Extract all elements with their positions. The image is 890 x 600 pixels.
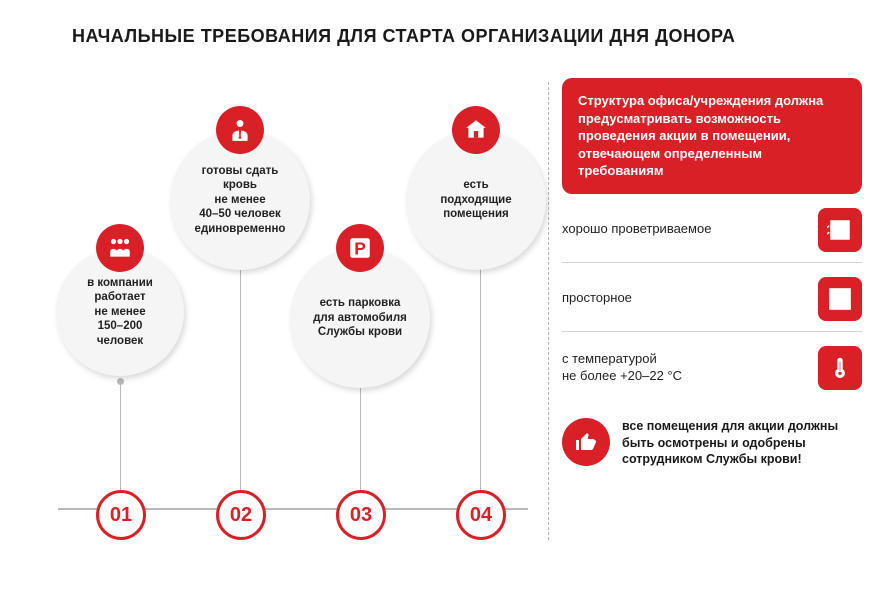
final-note-text: все помещения для акции должны быть осмо… — [622, 418, 862, 469]
svg-text:P: P — [354, 239, 366, 259]
person-tie-icon — [216, 106, 264, 154]
timeline-bubble: готовы сдать кровь не менее 40–50 челове… — [170, 130, 310, 270]
timeline-bubble-text: есть подходящие помещения — [440, 178, 511, 221]
spacious-icon — [818, 277, 862, 321]
timeline-step-number: 04 — [456, 490, 506, 540]
house-icon — [452, 106, 500, 154]
headline-box: Структура офиса/учреждения должна предус… — [562, 78, 862, 194]
vertical-divider — [548, 82, 549, 540]
timeline-bubble-text: готовы сдать кровь не менее 40–50 челове… — [184, 164, 296, 236]
people-group-icon — [96, 224, 144, 272]
requirement-text: с температурой не более +20–22 °C — [562, 351, 808, 385]
page-title: НАЧАЛЬНЫЕ ТРЕБОВАНИЯ ДЛЯ СТАРТА ОРГАНИЗА… — [72, 26, 735, 47]
timeline-step-number: 01 — [96, 490, 146, 540]
timeline-bubble-text: есть парковка для автомобиля Службы кров… — [313, 296, 407, 339]
final-note: все помещения для акции должны быть осмо… — [562, 418, 862, 469]
right-panel: Структура офиса/учреждения должна предус… — [562, 78, 862, 468]
timeline-stem — [240, 264, 241, 490]
timeline-bubble: есть подходящие помещения — [406, 130, 546, 270]
thumbs-up-icon — [562, 418, 610, 466]
ventilation-icon — [818, 208, 862, 252]
timeline-bubble: в компании работает не менее 150–200 чел… — [56, 248, 184, 376]
timeline-bubble-text: в компании работает не менее 150–200 чел… — [87, 276, 153, 348]
timeline-step-number: 02 — [216, 490, 266, 540]
thermometer-icon — [818, 346, 862, 390]
timeline-stem — [120, 382, 121, 490]
requirement-row: хорошо проветриваемое — [562, 194, 862, 263]
timeline-stem — [360, 382, 361, 490]
timeline-stem — [480, 264, 481, 490]
requirement-row: просторное — [562, 263, 862, 332]
requirement-row: с температурой не более +20–22 °C — [562, 332, 862, 400]
timeline-area: в компании работает не менее 150–200 чел… — [36, 70, 536, 540]
timeline-step-number: 03 — [336, 490, 386, 540]
parking-icon: P — [336, 224, 384, 272]
requirement-text: хорошо проветриваемое — [562, 221, 808, 238]
timeline-bubble: P есть парковка для автомобиля Службы кр… — [290, 248, 430, 388]
requirement-text: просторное — [562, 290, 808, 307]
